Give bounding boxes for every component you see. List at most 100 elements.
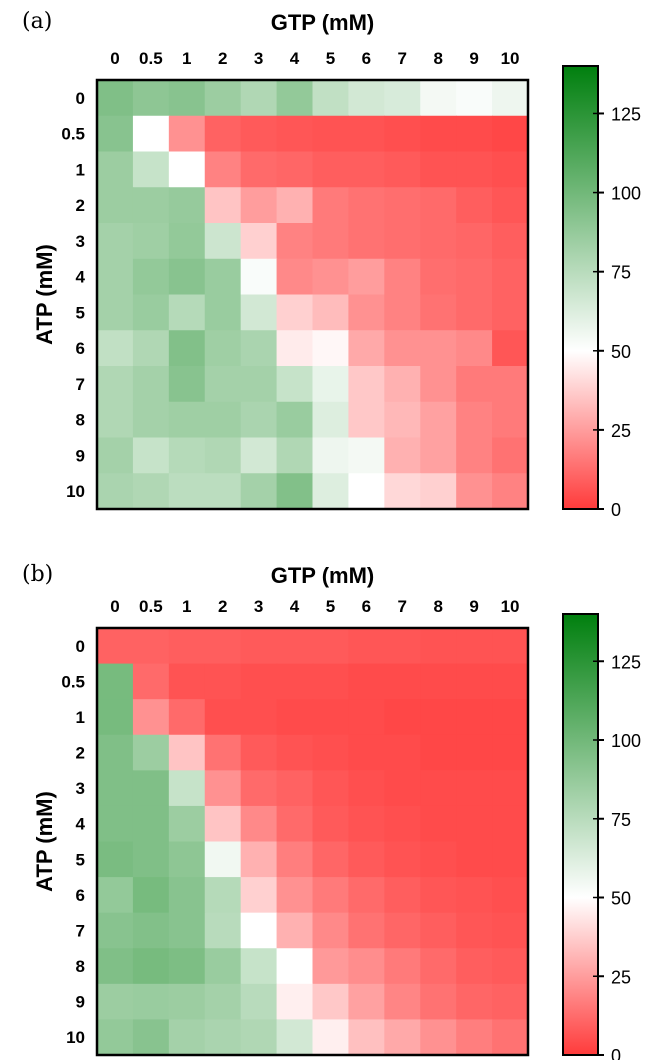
heatmap-cell: [384, 1019, 421, 1056]
heatmap-cell: [348, 877, 385, 914]
colorbar-tick-label: 75: [611, 810, 631, 830]
heatmap-cell: [348, 770, 385, 807]
x-tick-label: 2: [218, 597, 227, 616]
heatmap-cell: [204, 628, 242, 665]
x-tick-label: 6: [362, 597, 371, 616]
heatmap-cell: [204, 223, 242, 260]
heatmap-cell: [204, 437, 242, 474]
heatmap-cell: [384, 366, 421, 403]
heatmap-cell: [240, 805, 278, 843]
heatmap-cell: [456, 115, 493, 153]
heatmap-cell: [276, 437, 314, 474]
y-axis-title: ATP (mM): [32, 244, 57, 345]
heatmap-cell: [276, 663, 314, 700]
heatmap-cell: [312, 294, 350, 331]
heatmap-cell: [384, 805, 421, 843]
x-tick-label: 2: [218, 49, 227, 68]
heatmap-cell: [384, 115, 421, 153]
colorbar-tick-label: 125: [611, 652, 641, 672]
heatmap-cell: [97, 912, 134, 949]
heatmap-cell: [492, 628, 529, 665]
heatmap-cell: [348, 473, 385, 510]
heatmap-cell: [168, 699, 206, 736]
heatmap-cell: [492, 734, 529, 771]
heatmap-cell: [312, 628, 350, 665]
heatmap-cell: [348, 223, 385, 260]
heatmap-cell: [276, 734, 314, 771]
heatmap-cell: [384, 663, 421, 700]
heatmap-cell: [312, 734, 350, 771]
y-tick-label: 0.5: [61, 672, 85, 691]
heatmap-cell: [97, 663, 134, 700]
heatmap-cell: [204, 294, 242, 331]
heatmap-cell: [168, 663, 206, 700]
heatmap-cell: [384, 877, 421, 914]
heatmap-cell: [132, 805, 170, 843]
colorbar-tick-label: 25: [611, 967, 631, 987]
heatmap-cell: [97, 877, 134, 914]
y-tick-label: 10: [66, 482, 85, 501]
heatmap-cell: [420, 151, 457, 188]
heatmap-cell: [97, 223, 134, 260]
heatmap-cell: [168, 877, 206, 914]
heatmap-cell: [456, 294, 493, 331]
heatmap-cell: [384, 770, 421, 807]
heatmap-cell: [168, 294, 206, 331]
heatmap-cell: [384, 912, 421, 949]
heatmap-cell: [276, 1019, 314, 1056]
heatmap-cell: [276, 151, 314, 188]
heatmap-cell: [420, 663, 457, 700]
heatmap-panel-a: (a) GTP (mM)ATP (mM)0 0.5 1 2 3 4 5 6 7 8 9 1000.512…: [22, 9, 641, 520]
heatmap-cell: [276, 948, 314, 985]
heatmap-cell: [204, 912, 242, 949]
heatmap-cell: [97, 80, 134, 117]
x-tick-label: 0: [110, 597, 119, 616]
heatmap-cell: [276, 473, 314, 510]
heatmap-cell: [276, 983, 314, 1021]
y-tick-label: 5: [76, 850, 85, 869]
heatmap-cell: [276, 912, 314, 949]
heatmap-cell: [312, 877, 350, 914]
heatmap-cell: [97, 330, 134, 367]
heatmap-cell: [132, 473, 170, 510]
heatmap-cell: [420, 912, 457, 949]
x-tick-label: 9: [469, 49, 478, 68]
heatmap-cell: [204, 151, 242, 188]
heatmap-cell: [132, 366, 170, 403]
heatmap-cell: [168, 983, 206, 1021]
x-tick-label: 8: [433, 49, 442, 68]
y-tick-label: 6: [76, 886, 85, 905]
heatmap-cell: [132, 877, 170, 914]
heatmap-cell: [276, 841, 314, 878]
x-tick-label: 9: [469, 597, 478, 616]
heatmap-cell: [420, 1019, 457, 1056]
heatmap-cell: [312, 699, 350, 736]
heatmap-cell: [492, 948, 529, 985]
heatmap-cell: [132, 841, 170, 878]
heatmap-cell: [240, 770, 278, 807]
heatmap-cell: [384, 187, 421, 224]
heatmap-cell: [240, 294, 278, 331]
heatmap-cell: [456, 187, 493, 224]
heatmap-cell: [204, 983, 242, 1021]
heatmap-cell: [168, 1019, 206, 1056]
heatmap-cell: [492, 187, 529, 224]
heatmap-cell: [492, 151, 529, 188]
y-tick-label: 6: [76, 339, 85, 358]
heatmap-cell: [384, 983, 421, 1021]
heatmap-cell: [348, 912, 385, 949]
heatmap-cell: [456, 912, 493, 949]
heatmap-cell: [132, 1019, 170, 1056]
heatmap-cell: [420, 770, 457, 807]
heatmap-cell: [420, 294, 457, 331]
y-tick-label: 1: [76, 160, 85, 179]
heatmap-cell: [132, 628, 170, 665]
x-tick-label: 3: [254, 49, 263, 68]
heatmap-cell: [384, 223, 421, 260]
heatmap-cell: [384, 699, 421, 736]
heatmap-cell: [168, 151, 206, 188]
heatmap-cell: [384, 841, 421, 878]
y-tick-label: 1: [76, 708, 85, 727]
heatmap-cell: [132, 983, 170, 1021]
heatmap-cell: [204, 80, 242, 117]
